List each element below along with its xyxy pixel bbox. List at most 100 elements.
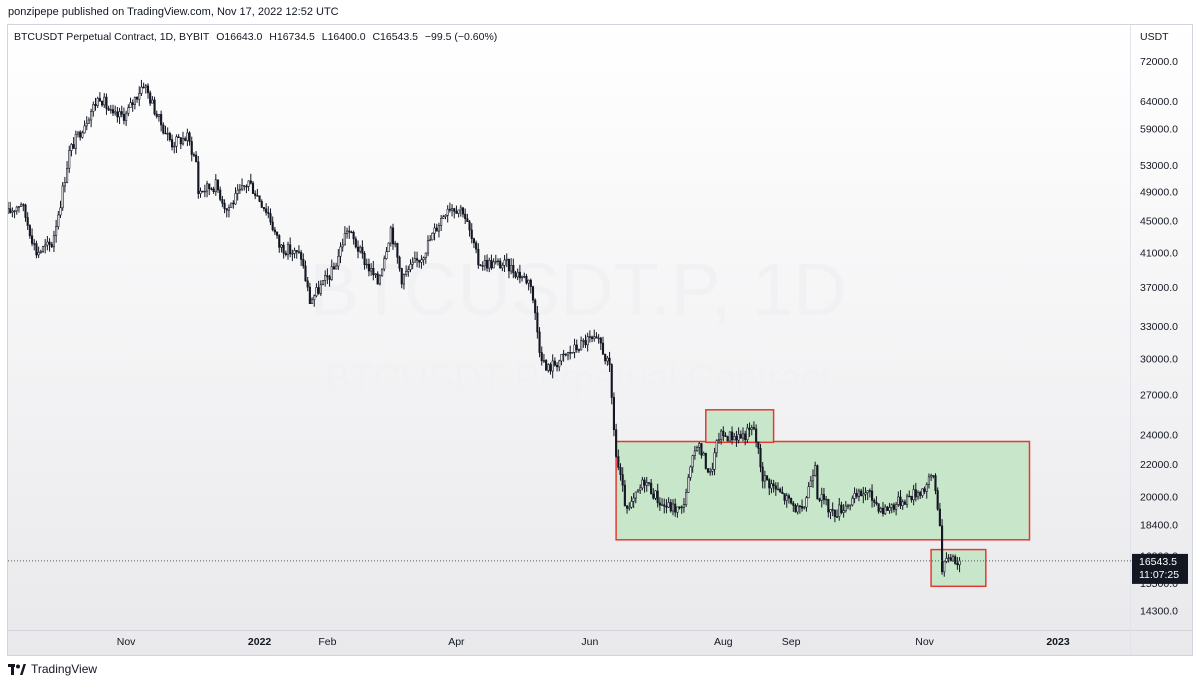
candle-up xyxy=(682,504,685,508)
candle-down xyxy=(284,252,287,255)
candle-up xyxy=(324,275,327,281)
candle-up xyxy=(566,352,570,356)
candle-up xyxy=(494,261,497,263)
candle-down xyxy=(781,491,784,495)
candle-down xyxy=(765,475,769,481)
candle-down xyxy=(177,136,180,139)
candle-down xyxy=(608,357,611,365)
candle-up xyxy=(925,484,928,492)
candle-down xyxy=(479,264,482,266)
candle-down xyxy=(612,397,615,430)
candle-up xyxy=(175,136,178,147)
candle-down xyxy=(545,360,548,371)
candle-up xyxy=(374,273,377,276)
candle-down xyxy=(164,132,167,135)
candle-down xyxy=(724,435,727,438)
candle-up xyxy=(582,340,585,342)
candle-down xyxy=(790,497,793,504)
candle-up xyxy=(457,209,460,214)
footer-brand[interactable]: TradingView xyxy=(31,662,98,676)
candle-up xyxy=(442,216,445,219)
candle-down xyxy=(101,101,104,106)
candle-up xyxy=(343,233,346,246)
candle-down xyxy=(652,493,655,499)
candle-up xyxy=(206,183,209,192)
candle-up xyxy=(293,250,296,254)
candle-up xyxy=(151,99,154,104)
candle-up xyxy=(65,168,69,183)
candle-up xyxy=(750,427,753,430)
candle-up xyxy=(645,482,648,486)
candle-down xyxy=(499,260,502,269)
candle-down xyxy=(245,186,248,188)
candle-up xyxy=(586,336,589,346)
price-tick-label: 30000.0 xyxy=(1140,354,1178,366)
candle-down xyxy=(744,433,747,440)
candle-down xyxy=(225,208,228,211)
price-tick-label: 45000.0 xyxy=(1140,216,1178,228)
candle-up xyxy=(247,180,250,187)
candle-up xyxy=(59,207,62,216)
candle-up xyxy=(459,207,462,211)
range-box[interactable] xyxy=(615,440,1031,541)
candle-up xyxy=(580,340,583,351)
candle-down xyxy=(816,465,819,500)
candle-up xyxy=(431,232,434,241)
candle-up xyxy=(945,558,948,562)
ohlc-legend: BTCUSDT Perpetual Contract, 1D, BYBIT O1… xyxy=(14,31,501,43)
price-tick-label: 18400.0 xyxy=(1140,520,1178,532)
candle-down xyxy=(787,495,790,499)
time-axis[interactable]: Nov 2022 Feb Apr Jun Aug Sep Nov 2023 xyxy=(117,636,1070,648)
candle-down xyxy=(730,431,734,441)
chart-panel[interactable]: BTCUSDT.P, 1D BTCUSDT Perpetual Contract… xyxy=(7,24,1193,656)
candle-down xyxy=(910,495,913,501)
candle-up xyxy=(947,557,950,559)
last-price-badge: 16543.5 11:07:25 xyxy=(1132,553,1188,584)
candle-down xyxy=(956,563,959,566)
candle-down xyxy=(615,429,618,457)
legend-close: C16543.5 xyxy=(372,31,418,43)
candle-down xyxy=(50,243,53,248)
candle-up xyxy=(57,214,60,227)
price-tick-label: 64000.0 xyxy=(1140,96,1178,108)
candle-up xyxy=(127,107,130,114)
top-box[interactable] xyxy=(705,409,775,444)
price-tick-label: 49000.0 xyxy=(1140,187,1178,199)
candlestick-chart[interactable]: BTCUSDT.P, 1D BTCUSDT Perpetual Contract… xyxy=(8,25,1192,655)
candle-down xyxy=(24,204,27,218)
tradingview-logo-icon[interactable] xyxy=(8,663,26,675)
candle-down xyxy=(98,98,101,102)
candle-down xyxy=(105,96,108,109)
candle-down xyxy=(833,509,836,518)
bottom-box[interactable] xyxy=(930,548,987,588)
candle-down xyxy=(168,133,171,140)
candle-up xyxy=(17,206,21,208)
candle-up xyxy=(842,510,845,513)
time-tick-label: Feb xyxy=(318,636,336,648)
candle-down xyxy=(779,488,782,493)
legend-change: −99.5 (−0.60%) xyxy=(424,31,498,43)
candle-down xyxy=(466,218,469,222)
candle-down xyxy=(875,501,878,504)
candle-down xyxy=(415,258,419,261)
candle-down xyxy=(171,139,174,148)
candle-up xyxy=(510,265,513,272)
candle-down xyxy=(398,256,401,269)
candle-down xyxy=(540,352,543,362)
candle-up xyxy=(713,452,716,470)
candle-down xyxy=(873,500,876,503)
countdown-timer: 11:07:25 xyxy=(1139,569,1179,581)
candle-up xyxy=(313,295,316,300)
legend-symbol[interactable]: BTCUSDT Perpetual Contract, 1D, BYBIT xyxy=(14,31,210,43)
candle-down xyxy=(120,111,123,115)
candle-down xyxy=(870,490,874,501)
candle-up xyxy=(319,284,322,294)
candle-down xyxy=(610,364,613,398)
candle-up xyxy=(809,480,812,487)
candle-up xyxy=(37,252,40,256)
time-tick-label: Nov xyxy=(915,636,934,648)
candle-down xyxy=(518,271,521,279)
candle-down xyxy=(569,352,572,354)
candle-down xyxy=(868,490,871,492)
candle-down xyxy=(549,364,552,372)
